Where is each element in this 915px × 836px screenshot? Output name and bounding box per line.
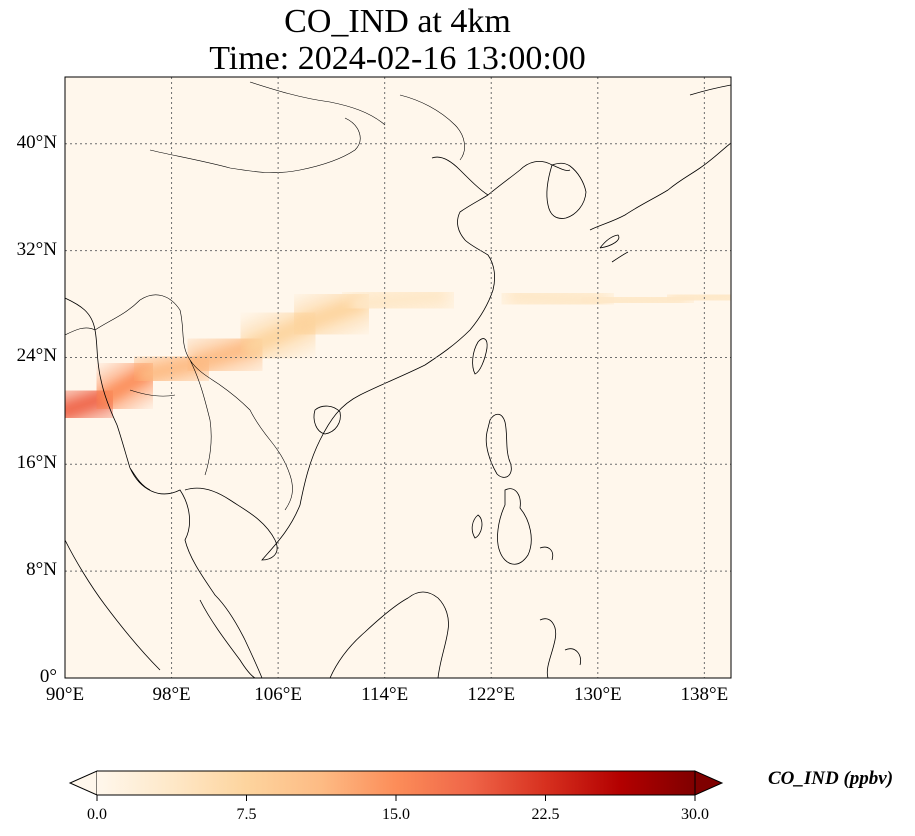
japan-hokkaido-coastline xyxy=(689,84,731,96)
coastlines xyxy=(65,81,731,678)
colorbar-tick-label: 15.0 xyxy=(382,806,410,823)
korea-coastline xyxy=(546,162,587,219)
map-plot-area xyxy=(65,77,731,678)
lon-tick-label: 90°E xyxy=(45,684,85,705)
luzon-coastline xyxy=(485,413,512,478)
map-title-line2: Time: 2024-02-16 13:00:00 xyxy=(209,40,586,77)
lon-tick-label: 130°E xyxy=(573,684,622,705)
philippines-south-coastline xyxy=(471,488,554,565)
map-title-line1: CO_IND at 4km xyxy=(284,3,511,40)
lat-tick-label: 16°N xyxy=(16,452,57,474)
plume-core-segment xyxy=(350,288,446,313)
lat-tick-label: 24°N xyxy=(16,345,57,367)
lat-tick-label: 0° xyxy=(39,666,57,687)
co-plume-layer xyxy=(65,273,731,434)
lon-tick-label: 138°E xyxy=(680,684,729,705)
colorbar-label: CO_IND (ppbv) xyxy=(768,768,894,789)
colorbar-tick-label: 22.5 xyxy=(531,806,560,823)
colorbar-max-extend-arrow xyxy=(694,770,724,796)
hainan-coastline xyxy=(313,405,341,435)
national-borders xyxy=(65,81,465,511)
plume-core-segment xyxy=(509,288,606,310)
taiwan-coastline xyxy=(472,338,488,375)
lat-tick-label: 8°N xyxy=(26,559,57,581)
map-gridlines xyxy=(65,77,731,678)
japan-coastline xyxy=(589,142,731,263)
plume-core-segment xyxy=(190,338,260,371)
map-frame xyxy=(64,76,732,679)
colorbar-tick-label: 7.5 xyxy=(236,806,257,823)
lat-tick-label: 40°N xyxy=(16,131,57,153)
colorbar-min-extend-arrow xyxy=(68,770,98,796)
lon-tick-label: 122°E xyxy=(467,684,516,705)
colorbar-tick-label: 0.0 xyxy=(87,806,107,823)
mainland-coastline xyxy=(65,156,571,678)
plume-core-segment xyxy=(296,296,367,333)
lat-tick-label: 32°N xyxy=(16,238,57,260)
colorbar-gradient xyxy=(97,771,695,795)
colorbar xyxy=(68,770,724,796)
borneo-coastline xyxy=(329,591,449,678)
sulawesi-coastline xyxy=(539,618,582,678)
lon-tick-label: 114°E xyxy=(361,684,409,705)
malay-sumatra-coastline xyxy=(65,539,256,678)
plume-core-segment xyxy=(243,316,313,355)
plume-core-segment xyxy=(589,290,686,310)
lon-tick-label: 106°E xyxy=(254,684,302,705)
colorbar-tick-label: 30.0 xyxy=(681,806,709,823)
lon-tick-label: 98°E xyxy=(152,684,191,705)
